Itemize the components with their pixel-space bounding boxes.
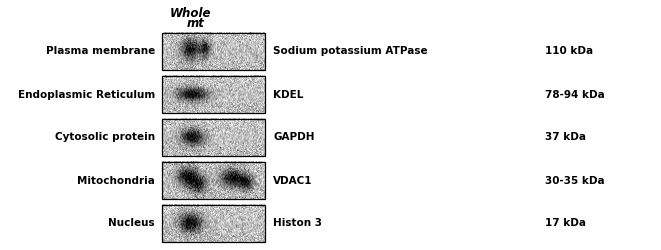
Bar [162,162,265,200]
Text: Cytosolic protein: Cytosolic protein [55,132,155,142]
Bar [162,76,265,114]
Text: 37 kDa: 37 kDa [545,132,586,142]
Text: Mitochondria: Mitochondria [77,176,155,186]
Text: KDEL: KDEL [273,90,303,100]
Bar [162,32,265,70]
Bar [162,204,265,242]
Text: 110 kDa: 110 kDa [545,46,593,56]
Text: Plasma membrane: Plasma membrane [46,46,155,56]
Text: Sodium potassium ATPase: Sodium potassium ATPase [273,46,428,56]
Text: GAPDH: GAPDH [273,132,315,142]
Text: mt: mt [187,17,205,30]
Text: 78-94 kDa: 78-94 kDa [545,90,605,100]
Text: VDAC1: VDAC1 [273,176,313,186]
Bar [162,118,265,156]
Text: 30-35 kDa: 30-35 kDa [545,176,605,186]
Text: Nucleus: Nucleus [108,218,155,228]
Text: Whole: Whole [170,7,212,20]
Text: Histon 3: Histon 3 [273,218,322,228]
Text: Endoplasmic Reticulum: Endoplasmic Reticulum [18,90,155,100]
Text: 17 kDa: 17 kDa [545,218,586,228]
